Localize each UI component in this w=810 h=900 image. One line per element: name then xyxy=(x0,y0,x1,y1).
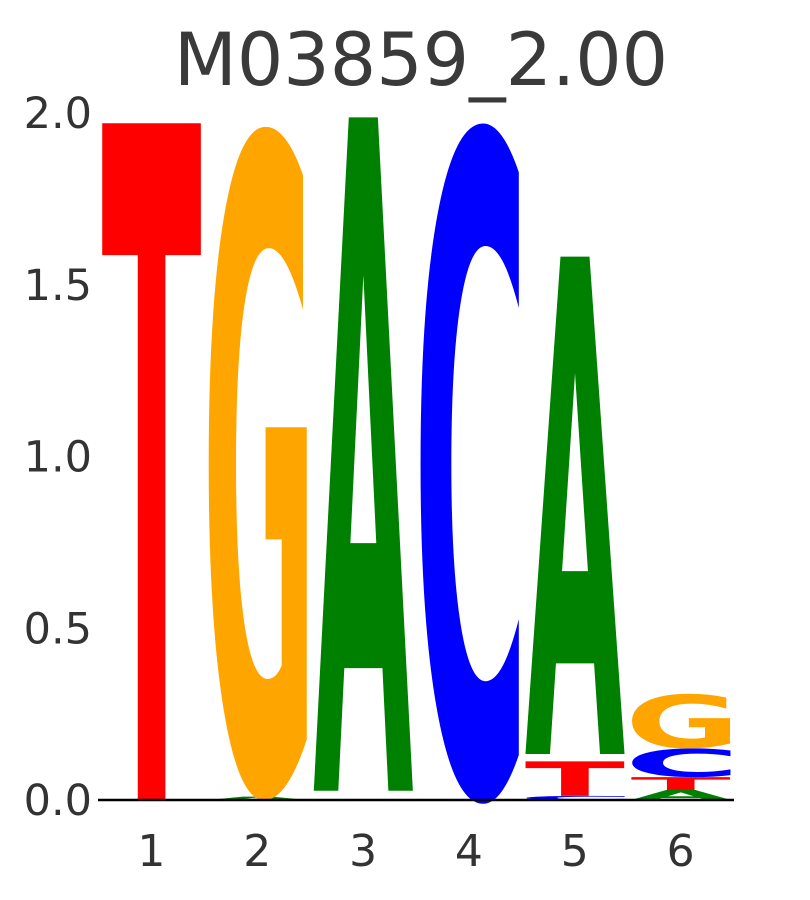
logo-letter-C-pos6: C xyxy=(624,742,740,786)
logo-letter-A-pos3: A xyxy=(313,0,414,900)
y-tick-label: 0.5 xyxy=(24,604,92,654)
logo-letter-T-pos5: T xyxy=(525,752,625,807)
x-tick-label: 6 xyxy=(667,826,695,877)
logo-letter-A-pos5: A xyxy=(525,120,626,900)
y-tick-label: 0.0 xyxy=(24,776,92,826)
x-tick-label: 4 xyxy=(455,826,483,877)
logo-letter-G-pos2: G xyxy=(202,0,317,900)
x-tick-label: 5 xyxy=(561,826,589,877)
logo-letter-A-pos2: A xyxy=(207,796,307,801)
logo-letter-G-pos6: G xyxy=(625,681,740,765)
x-tick-label: 3 xyxy=(349,826,377,877)
y-axis-tick-labels: 0.0 0.5 1.0 1.5 2.0 xyxy=(24,89,92,826)
logo-letter-T-pos1: T xyxy=(102,0,203,900)
x-tick-label: 1 xyxy=(137,826,165,877)
y-tick-label: 1.5 xyxy=(24,261,92,311)
x-tick-label: 2 xyxy=(243,826,271,877)
logo-letter-C-pos4: C xyxy=(413,0,529,900)
y-tick-label: 2.0 xyxy=(24,89,92,139)
logo-letter-C-pos5: C xyxy=(518,795,634,801)
x-axis-tick-labels: 1 2 3 4 5 6 xyxy=(137,826,694,877)
logo-letter-T-pos6: T xyxy=(631,774,731,795)
chart-title: M03859_2.00 xyxy=(174,18,668,103)
y-tick-label: 1.0 xyxy=(24,433,92,483)
